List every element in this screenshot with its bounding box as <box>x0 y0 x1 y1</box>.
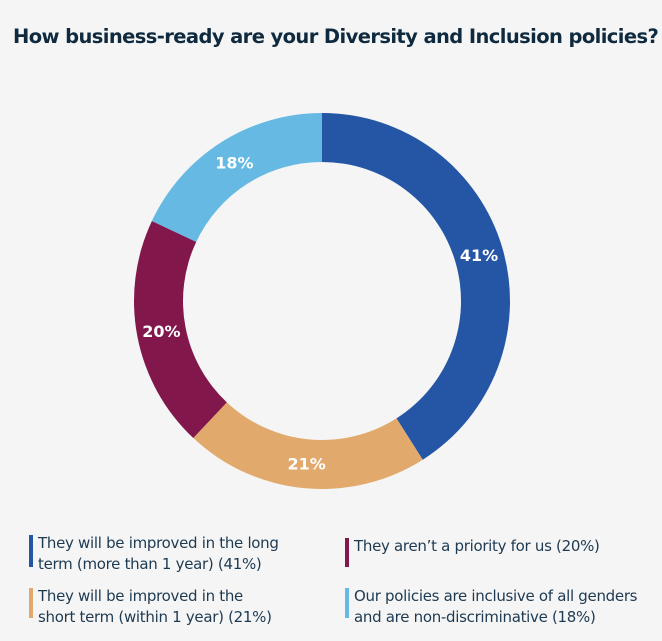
legend-swatch <box>345 588 349 618</box>
legend-label-line2: and are non-discriminative (18%) <box>354 608 596 626</box>
donut-labels: 41% 21% 20% 18% <box>142 153 498 473</box>
donut-chart: 41% 21% 20% 18% <box>134 113 510 489</box>
donut-slice <box>151 113 322 242</box>
slice-data-label: 18% <box>215 153 253 172</box>
legend-swatch <box>345 538 349 567</box>
legend-label-line2: term (more than 1 year) (41%) <box>38 555 262 573</box>
legend-label-line1: They aren’t a priority for us (20%) <box>354 537 600 555</box>
legend-swatch <box>29 588 33 618</box>
legend-label-line1: They will be improved in the long <box>38 534 279 552</box>
slice-data-label: 21% <box>287 454 325 473</box>
legend-item-short-term: They will be improved in the short term … <box>29 586 272 628</box>
slice-data-label: 41% <box>460 246 498 265</box>
donut-slice <box>134 220 227 439</box>
legend-item-not-priority: They aren’t a priority for us (20%) <box>345 536 600 567</box>
legend-label-line1: They will be improved in the <box>38 587 243 605</box>
donut-slices <box>134 113 510 489</box>
chart-title: How business-ready are your Diversity an… <box>13 25 659 48</box>
donut-slice <box>322 113 510 460</box>
legend-label-line2: short term (within 1 year) (21%) <box>38 608 272 626</box>
legend-item-inclusive: Our policies are inclusive of all gender… <box>345 586 638 628</box>
legend-label-line1: Our policies are inclusive of all gender… <box>354 587 638 605</box>
slice-data-label: 20% <box>142 322 180 341</box>
donut-slice <box>193 402 423 489</box>
legend-item-long-term: They will be improved in the long term (… <box>29 533 279 575</box>
legend-swatch <box>29 535 33 567</box>
